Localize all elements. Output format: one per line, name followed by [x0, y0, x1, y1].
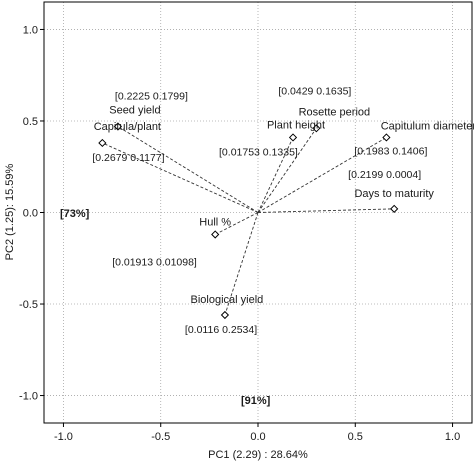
loading-vector [257, 208, 395, 213]
loading-point-marker [98, 138, 107, 148]
loading-point-marker [113, 122, 123, 131]
loading-vector [257, 137, 294, 213]
variable-name-label: Hull % [199, 216, 231, 228]
variable-coordinate-label: [0.0116 0.2534] [185, 324, 257, 336]
loading-point-marker [211, 230, 220, 239]
variable-name-label: Days to maturity [354, 188, 434, 200]
loading-point-marker [288, 133, 298, 142]
x-tick-label: -1.0 [54, 431, 73, 443]
variable-name-label: Rosette period [299, 106, 371, 118]
variable-vectors [98, 122, 399, 320]
variable-coordinate-label: [0.2199 0.0004] [348, 169, 421, 181]
annotation-91: [91%] [241, 395, 271, 407]
variable-coordinate-label: [0.01913 0.01098] [112, 256, 197, 268]
loading-vector [257, 128, 317, 213]
loading-point-marker [220, 310, 230, 320]
y-tick-label: 0.5 [23, 116, 38, 128]
x-tick-label: -0.5 [151, 431, 170, 443]
loading-vector [214, 212, 259, 235]
loading-point-marker [382, 133, 391, 142]
loading-vector [224, 212, 259, 316]
x-axis-title: PC1 (2.29) : 28.64% [208, 449, 308, 461]
loading-point-marker [390, 204, 399, 213]
variable-name-label: Biological yield [191, 294, 264, 306]
loading-point-marker [312, 124, 321, 133]
variable-coordinate-label: [0.2679 0.1177] [92, 152, 164, 164]
x-tick-label: 0.5 [348, 431, 363, 443]
variable-name-label: Seed yield [109, 104, 160, 116]
variable-coordinate-label: [0.1983 0.1406] [354, 145, 427, 157]
y-tick-label: -1.0 [19, 391, 38, 403]
variable-name-label: Plant height [267, 119, 325, 131]
variable-name-label: Capitulum diameter [381, 120, 474, 132]
variable-coordinate-label: [0.2225 0.1799] [115, 90, 188, 102]
loading-vector [117, 126, 259, 213]
axis-ticks: -1.0 -0.5 0.0 0.5 1.0 1.0 0.5 0.0 -0.5 -1.0 [19, 24, 460, 443]
y-tick-label: 0.0 [23, 208, 38, 220]
y-tick-label: -0.5 [19, 299, 38, 311]
x-tick-label: 1.0 [445, 431, 460, 443]
x-tick-label: 0.0 [250, 431, 265, 443]
variable-coordinate-label: [0.01753 0.1335] [219, 146, 298, 158]
variable-name-label: Capitula/plant [94, 121, 161, 133]
loading-vector [102, 142, 259, 213]
variable-labels: Seed yield [0.2225 0.1799] Capitula/plant [… [92, 85, 474, 336]
y-axis-title: PC2 (1.25): 15.59% [4, 163, 16, 260]
variable-coordinate-label: [0.0429 0.1635] [278, 85, 351, 97]
annotation-73: [73%] [60, 208, 90, 220]
y-tick-label: 1.0 [23, 24, 38, 36]
